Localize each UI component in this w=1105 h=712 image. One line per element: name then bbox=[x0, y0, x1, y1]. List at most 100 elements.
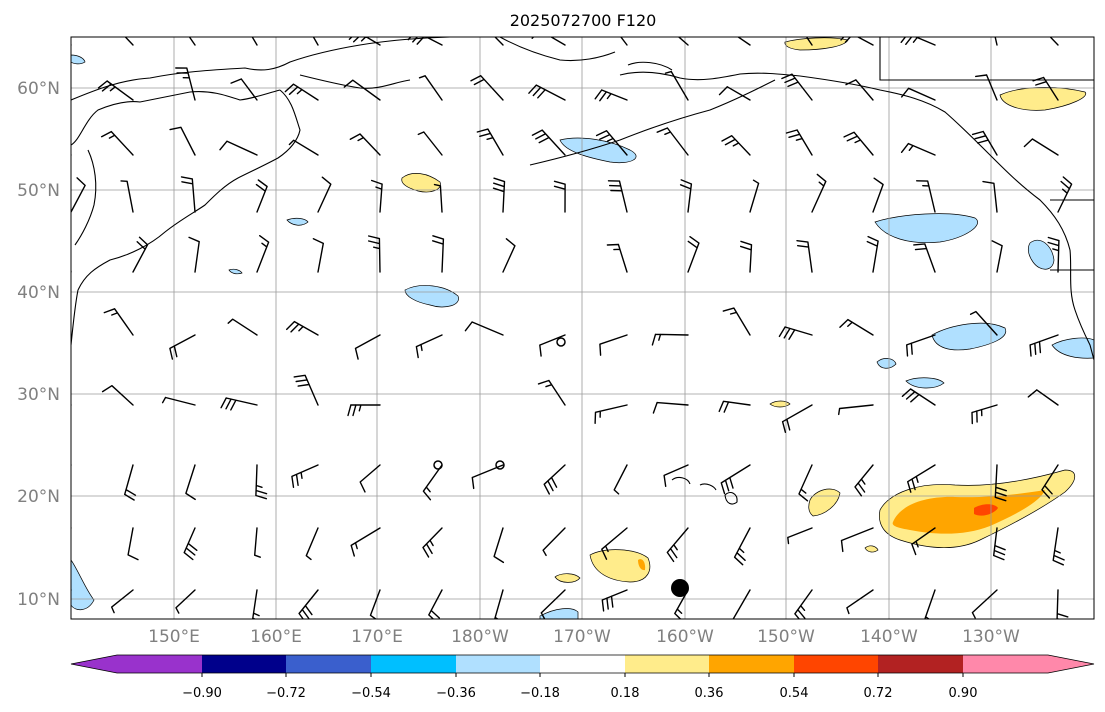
wind-barb bbox=[971, 130, 998, 156]
wind-barb bbox=[911, 527, 936, 556]
wind-barb bbox=[679, 179, 693, 213]
wind-barb bbox=[666, 527, 689, 563]
shade-yellow-small-3 bbox=[769, 400, 791, 408]
lat-label-60: 60°N bbox=[17, 79, 60, 99]
wind-barb bbox=[255, 179, 268, 213]
coastline-kamchatka-kurils bbox=[77, 89, 301, 291]
wind-barb bbox=[71, 153, 72, 156]
wind-barb bbox=[721, 135, 751, 156]
colorbar-bin-1 bbox=[202, 655, 286, 673]
wind-barb bbox=[432, 235, 445, 273]
lon-label-170e: 170°E bbox=[351, 627, 403, 647]
wind-barb bbox=[471, 464, 504, 490]
wind-barb bbox=[537, 379, 566, 406]
lon-label-150e: 150°E bbox=[148, 627, 200, 647]
wind-barb bbox=[161, 396, 196, 406]
colorbar-tick-4: −0.36 bbox=[436, 686, 476, 701]
wind-barb bbox=[312, 37, 319, 46]
wind-barb bbox=[975, 74, 998, 101]
wind-barb bbox=[722, 307, 751, 336]
wind-barb bbox=[839, 318, 874, 336]
lon-label-160e: 160°E bbox=[250, 627, 302, 647]
wind-barb bbox=[169, 126, 196, 156]
wind-barb bbox=[907, 464, 936, 493]
wind-barb bbox=[180, 176, 196, 213]
wind-barb bbox=[476, 128, 504, 156]
wind-barb bbox=[740, 240, 753, 273]
wind-barb bbox=[188, 37, 196, 46]
lat-label-50: 50°N bbox=[17, 181, 60, 201]
colorbar-bin-9 bbox=[878, 655, 963, 673]
colorbar-bin-7 bbox=[709, 655, 794, 673]
wind-barb bbox=[969, 310, 998, 336]
wind-barb bbox=[71, 177, 86, 213]
shade-blue-south bbox=[539, 608, 579, 619]
wind-barb bbox=[183, 527, 198, 561]
shade-yellow-small-2 bbox=[864, 545, 879, 553]
colorbar-bin-0 bbox=[117, 655, 202, 673]
wind-barb bbox=[1032, 76, 1059, 101]
wind-barb bbox=[493, 527, 505, 564]
wind-barb bbox=[606, 243, 628, 273]
wind-barb bbox=[677, 37, 689, 46]
wind-barb bbox=[601, 527, 628, 560]
wind-barb bbox=[854, 464, 874, 497]
shade-orange-east bbox=[892, 490, 1045, 534]
colorbar-outline bbox=[70, 654, 1095, 674]
lon-labels: 150°E 160°E 170°E 180°W 170°W 160°W 150°… bbox=[148, 627, 1020, 647]
calm-marker-3 bbox=[495, 460, 505, 470]
wind-barb bbox=[866, 235, 879, 273]
wind-barb bbox=[595, 130, 628, 156]
coastline-nunivak bbox=[627, 61, 673, 71]
coastline-okhotsk-north bbox=[71, 89, 281, 146]
wind-barb bbox=[464, 321, 504, 336]
coastline-hawaii-2 bbox=[699, 483, 717, 491]
coastline-chukotka-south bbox=[299, 74, 411, 89]
shade-blue-sw bbox=[71, 559, 95, 611]
wind-barb bbox=[254, 527, 261, 558]
wind-barb bbox=[175, 589, 196, 614]
wind-barb bbox=[124, 464, 137, 501]
wind-barb bbox=[1023, 138, 1059, 156]
wind-barb bbox=[470, 75, 504, 101]
wind-barb bbox=[553, 180, 566, 213]
shade-yellow-north bbox=[784, 37, 849, 51]
lon-label-140w: 140°W bbox=[860, 627, 918, 647]
wind-barb bbox=[169, 334, 196, 360]
lat-labels: 60°N 50°N 40°N 30°N 20°N 10°N bbox=[17, 79, 60, 610]
wind-barb bbox=[993, 527, 1006, 561]
wind-barb bbox=[1041, 464, 1059, 499]
wind-barb bbox=[652, 401, 689, 414]
wind-barb bbox=[838, 404, 874, 416]
wind-barb bbox=[422, 527, 443, 558]
wind-barb bbox=[284, 83, 319, 101]
coastline-alaska-peninsula bbox=[619, 71, 801, 81]
colorbar-tick-3: −0.54 bbox=[351, 686, 391, 701]
wind-barb bbox=[994, 37, 998, 46]
colorbar-bin-10 bbox=[963, 655, 1048, 673]
wind-barb bbox=[720, 464, 751, 495]
positive-shading-054 bbox=[638, 490, 1045, 571]
wind-barb bbox=[843, 131, 874, 156]
wind-barb bbox=[840, 37, 874, 46]
wind-barb bbox=[251, 37, 258, 46]
wind-barb bbox=[778, 326, 813, 340]
shade-blue-small-3 bbox=[876, 358, 897, 369]
wind-barb bbox=[71, 265, 72, 273]
wind-barb bbox=[846, 589, 874, 615]
wind-barb bbox=[101, 385, 134, 406]
calm-marker-1 bbox=[556, 337, 566, 347]
coastline-hokkaido bbox=[71, 289, 79, 346]
coastline-hawaii-big bbox=[724, 492, 738, 505]
shade-yellow-12n bbox=[589, 549, 651, 583]
wind-barb bbox=[613, 464, 628, 495]
wind-barb bbox=[687, 236, 700, 273]
wind-barb bbox=[732, 589, 751, 619]
wind-barb bbox=[347, 404, 381, 417]
coastline-nw-america bbox=[1069, 249, 1094, 361]
wind-barb bbox=[787, 527, 813, 545]
wind-barb bbox=[531, 37, 566, 46]
wind-barb bbox=[901, 87, 936, 101]
wind-barb bbox=[607, 180, 628, 213]
